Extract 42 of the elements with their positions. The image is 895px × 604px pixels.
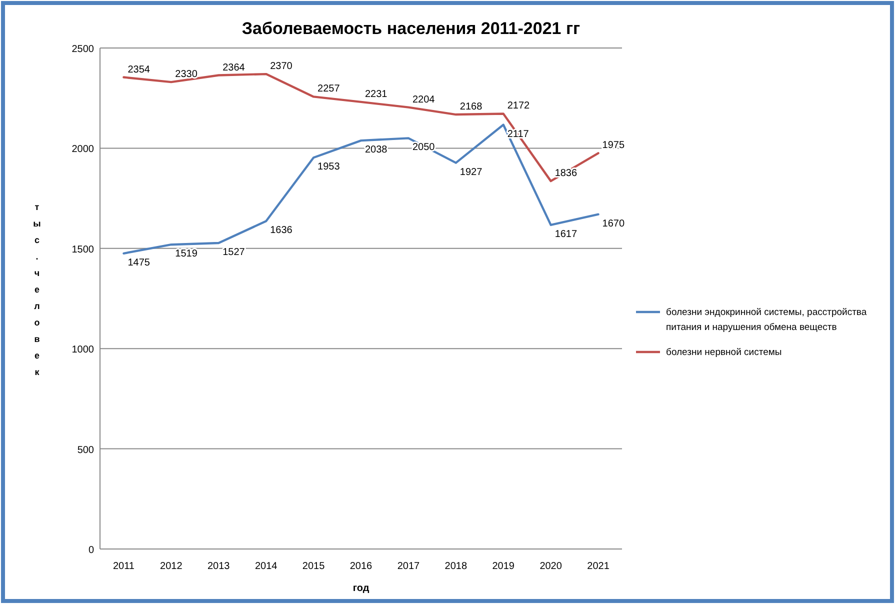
data-label: 2038	[365, 144, 388, 156]
data-label: 2168	[460, 102, 483, 113]
x-tick-label: 2013	[208, 561, 230, 572]
y-tick-label: 500	[77, 444, 94, 456]
data-label: 2257	[318, 84, 340, 95]
data-label: 1975	[602, 140, 625, 152]
data-label: 1636	[270, 225, 293, 236]
x-axis-title: год	[352, 583, 370, 594]
y-tick-label: 2000	[72, 144, 94, 156]
data-label: 1617	[554, 228, 578, 240]
x-tick-label: 2021	[587, 561, 610, 572]
x-tick-label: 2011	[112, 561, 135, 572]
y-tick-label: 1000	[72, 344, 94, 356]
x-tick-label: 2018	[444, 561, 468, 572]
data-label: 1670	[602, 218, 625, 230]
data-label: 1475	[128, 257, 150, 268]
x-tick-label: 2012	[160, 561, 183, 572]
data-label: 2370	[270, 61, 293, 72]
data-label: 2204	[412, 94, 436, 106]
x-tick-label: 2014	[254, 561, 278, 572]
data-label: 2172	[507, 100, 530, 112]
line-series	[122, 124, 600, 255]
data-label: 1927	[460, 166, 483, 178]
legend-label: болезни эндокринной системы, расстройства питания и нарушения обмена веществ	[666, 307, 868, 333]
data-label: 2354	[128, 64, 150, 76]
y-tick-label: 1500	[72, 244, 94, 256]
x-tick-label: 2020	[540, 561, 562, 572]
legend-label: болезни нервной системы	[666, 347, 782, 358]
x-tick-label: 2016	[350, 561, 373, 572]
chart-title: Заболеваемость населения 2011-2021 гг	[242, 19, 580, 38]
data-label: 1519	[175, 248, 198, 260]
data-label: 2364	[222, 62, 246, 74]
data-label: 2231	[365, 88, 388, 100]
data-label: 1527	[222, 246, 246, 258]
x-tick-label: 2015	[302, 561, 326, 572]
text: тыс. человек	[33, 202, 41, 377]
y-tick-label: 0	[88, 545, 94, 556]
x-tick-label: 2019	[492, 561, 515, 572]
data-label: 2330	[175, 69, 198, 80]
data-label: 1953	[318, 162, 340, 173]
y-tick-label: 2500	[72, 44, 94, 55]
x-tick-label: 2017	[397, 561, 420, 572]
